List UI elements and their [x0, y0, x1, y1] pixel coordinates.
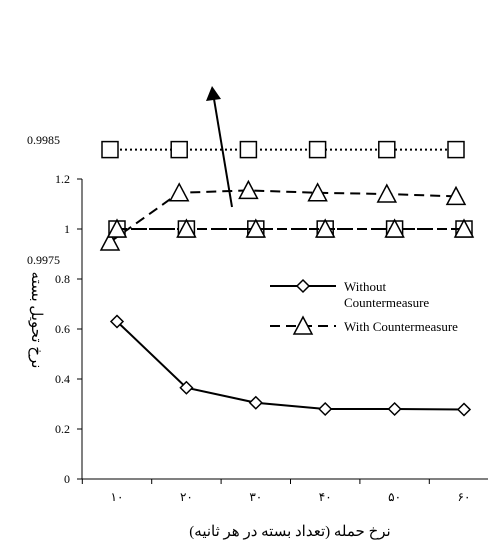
series-1-point — [106, 218, 128, 238]
series-1-point — [384, 218, 405, 238]
inset-series-1-point — [99, 231, 121, 251]
x-tick-label: ۳۰ — [249, 490, 262, 504]
y-tick-label: 0.6 — [55, 322, 70, 336]
main-plot: 0 0.2 0.4 0.6 0.8 1 1.2 ۱۰ ۲۰ ۳۰ ۴۰ ۵۰ ۶۰ — [55, 172, 488, 504]
inset-series-1-point — [168, 182, 190, 202]
series-0-point — [248, 395, 263, 410]
inset-y-tick-label: 0.9975 — [27, 253, 60, 267]
inset-series-0-point — [101, 140, 119, 159]
series-1-point — [314, 218, 336, 238]
y-tick-label: 0.8 — [55, 272, 70, 286]
series-0-point — [179, 380, 194, 395]
legend-label: With Countermeasure — [344, 319, 458, 334]
series-0-point — [387, 401, 402, 417]
series-0-line — [116, 320, 465, 411]
zoom-arrow-head — [206, 86, 221, 101]
y-tick-label: 0.4 — [55, 372, 70, 386]
series-1-point — [453, 218, 475, 238]
inset-series-0-point — [239, 140, 258, 159]
x-tick-label: ۶۰ — [458, 490, 471, 504]
legend-label: Countermeasure — [344, 295, 429, 310]
y-tick-label: 0 — [64, 472, 70, 486]
x-tick-label: ۵۰ — [388, 490, 401, 504]
y-tick-label: 1.2 — [55, 172, 70, 186]
y-axis-label: نرخ تحویل بسته — [28, 272, 44, 369]
inset-series-1-point — [307, 182, 328, 202]
series-1-point — [176, 218, 197, 238]
legend-label: Without — [344, 279, 386, 294]
series-0-point — [456, 402, 472, 417]
series-0-point — [318, 401, 333, 417]
legend-marker-1 — [292, 315, 314, 335]
zoom-arrow — [206, 86, 233, 208]
x-tick-label: ۴۰ — [319, 490, 332, 504]
inset-series-1-point — [238, 179, 259, 200]
zoom-arrow-line — [213, 98, 233, 208]
inset-series-0-point — [378, 140, 396, 159]
inset-y-tick-label: 0.9985 — [27, 133, 60, 147]
inset-series-1-line — [109, 189, 457, 243]
inset-series-0-point — [447, 140, 465, 159]
series-1-point — [245, 218, 267, 238]
y-tick-label: 1 — [64, 222, 70, 236]
inset-plot: 0.9975 0.9985 — [27, 133, 467, 267]
inset-series-0-point — [308, 140, 327, 159]
inset-series-1-point — [376, 183, 398, 203]
x-axis-label: نرخ حمله (تعداد بسته در هر ثانیه) — [189, 524, 390, 540]
series-0-point — [109, 314, 125, 329]
x-tick-label: ۱۰ — [111, 490, 124, 504]
inset-series-0-point — [170, 140, 188, 159]
y-tick-label: 0.2 — [55, 422, 70, 436]
x-tick-label: ۲۰ — [180, 490, 193, 504]
legend-marker-0 — [295, 278, 311, 294]
inset-series-1-point — [445, 185, 467, 206]
